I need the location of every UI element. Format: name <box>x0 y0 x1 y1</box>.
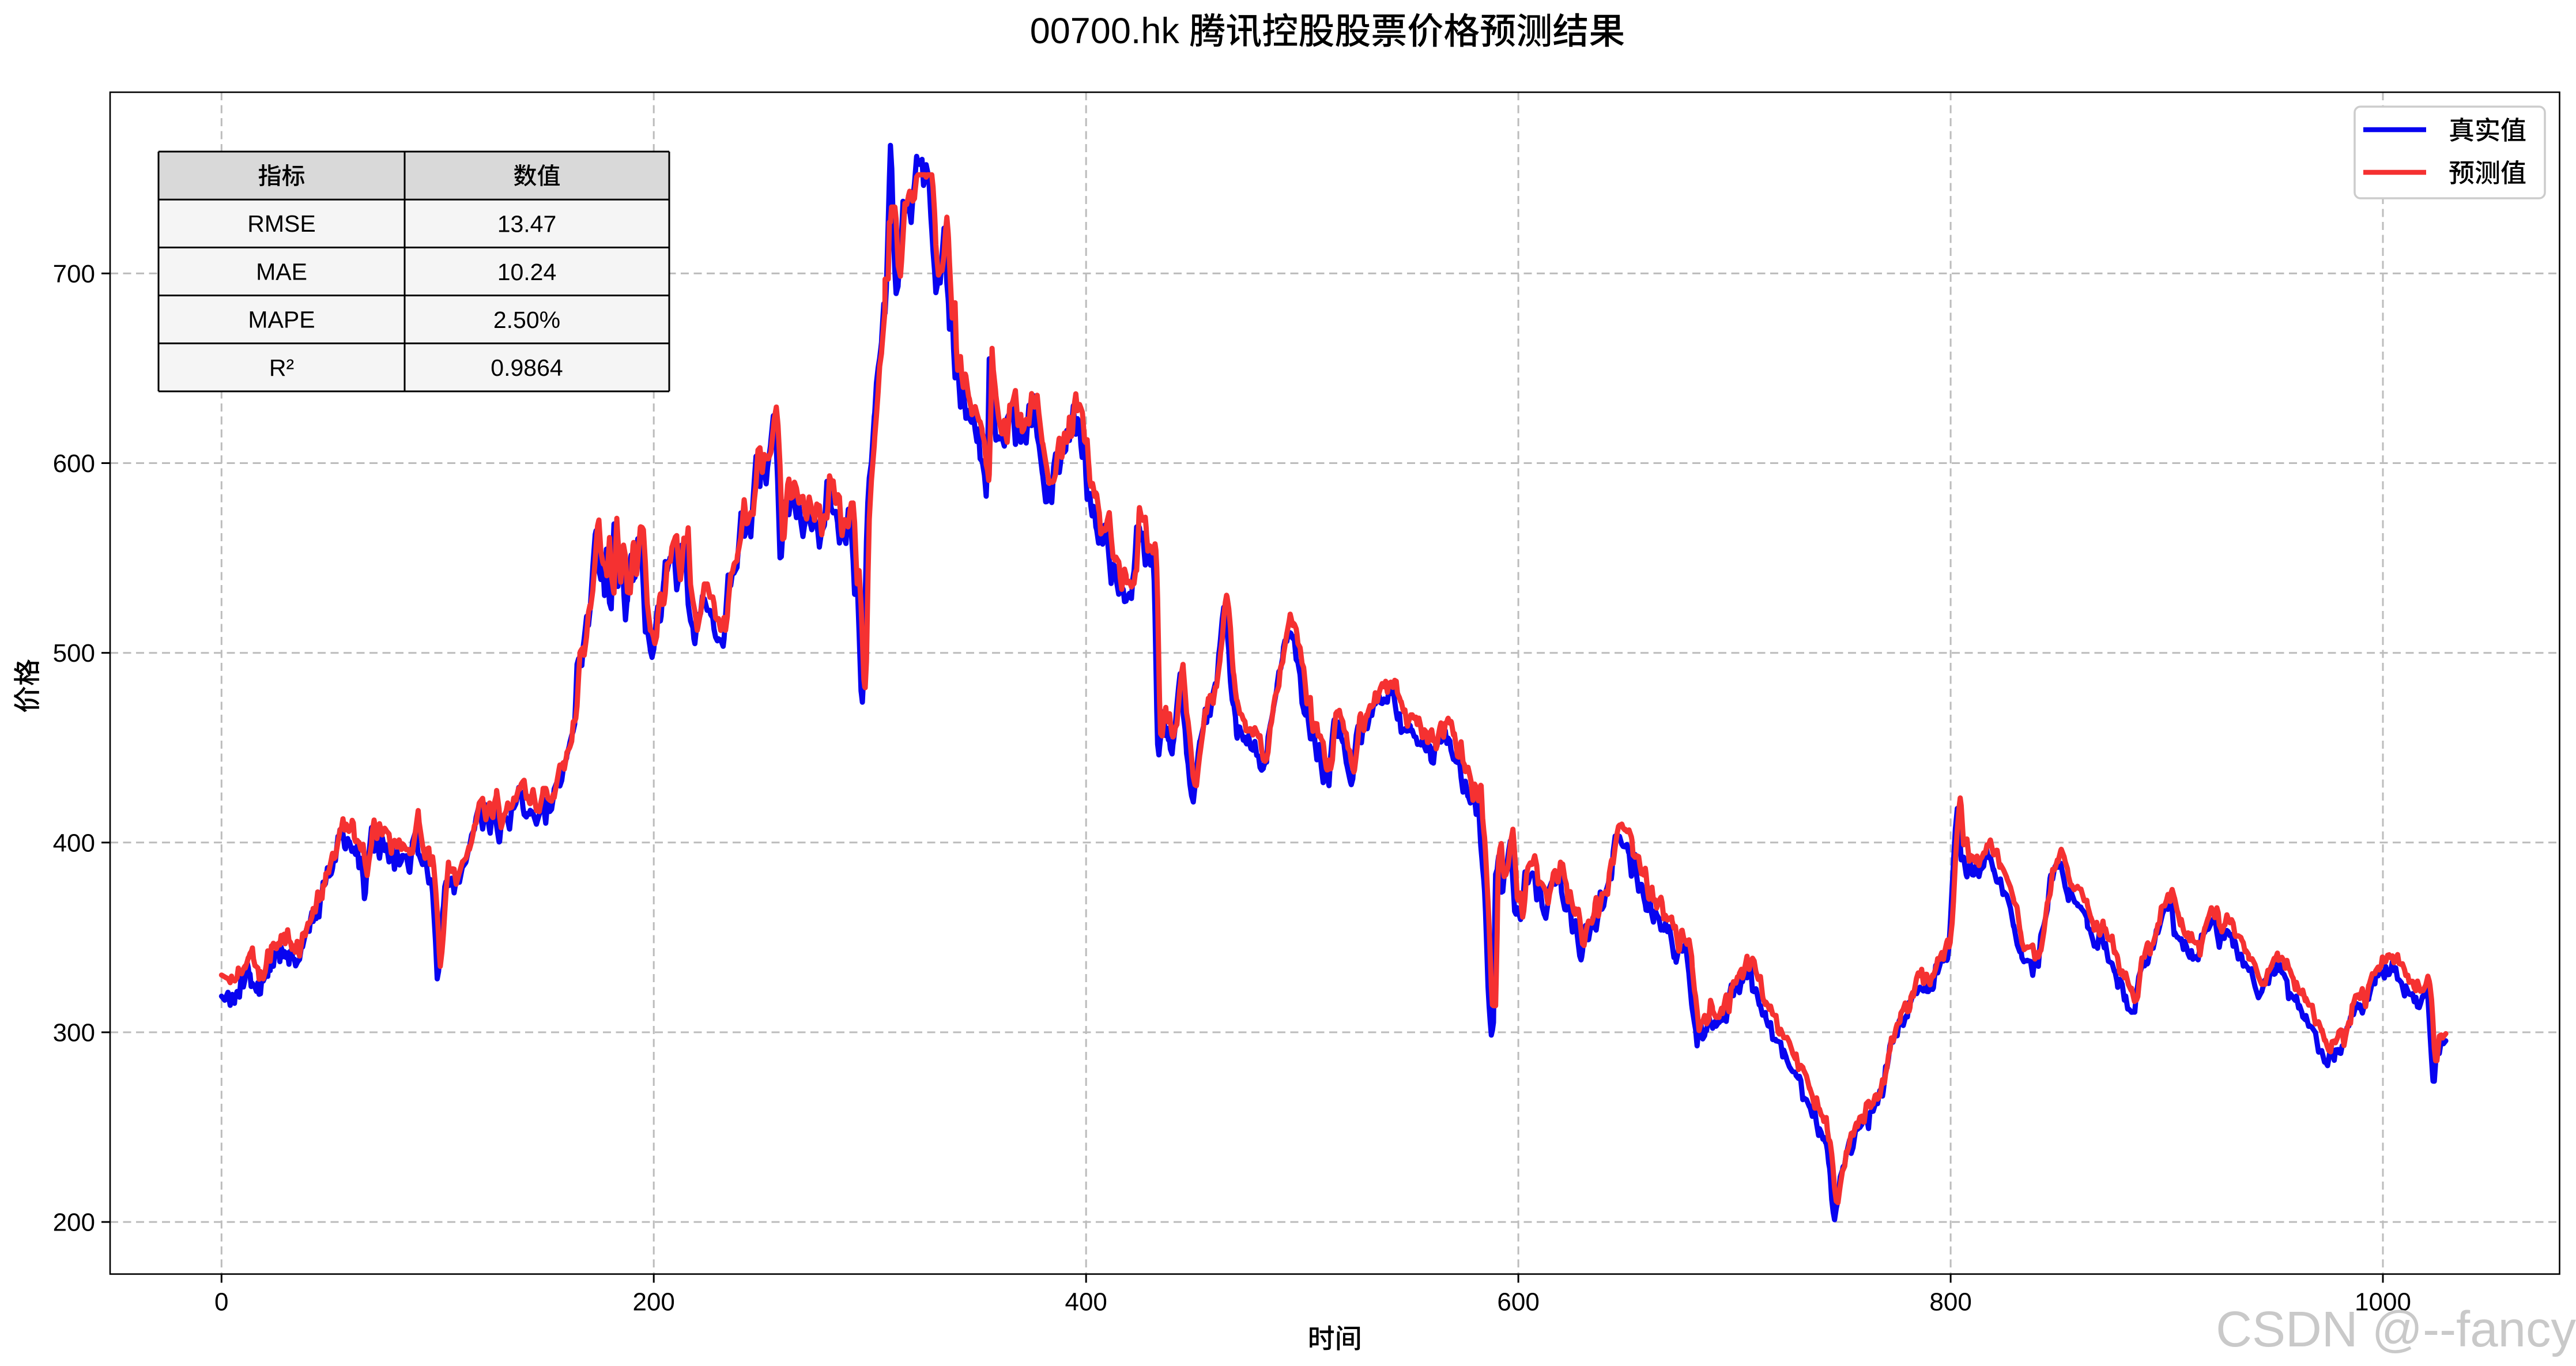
svg-text:1000: 1000 <box>2355 1288 2411 1316</box>
svg-text:600: 600 <box>53 450 95 478</box>
svg-text:300: 300 <box>53 1019 95 1047</box>
svg-text:800: 800 <box>1929 1288 1971 1316</box>
svg-text:MAPE: MAPE <box>248 307 315 333</box>
svg-text:600: 600 <box>1497 1288 1539 1316</box>
svg-text:200: 200 <box>53 1209 95 1237</box>
svg-text:CSDN @--fancy: CSDN @--fancy <box>2216 1301 2576 1357</box>
svg-text:13.47: 13.47 <box>497 211 557 237</box>
svg-text:R²: R² <box>269 354 294 381</box>
svg-text:200: 200 <box>632 1288 674 1316</box>
svg-text:400: 400 <box>1065 1288 1107 1316</box>
svg-text:00700.hk: 00700.hk <box>1030 11 1180 51</box>
svg-text:MAE: MAE <box>256 258 307 285</box>
svg-text:400: 400 <box>53 829 95 857</box>
svg-text:500: 500 <box>53 639 95 667</box>
svg-text:10.24: 10.24 <box>497 259 557 285</box>
svg-text:0.9864: 0.9864 <box>491 354 563 381</box>
svg-text:700: 700 <box>53 260 95 288</box>
svg-text:0: 0 <box>214 1288 228 1316</box>
svg-text:2.50%: 2.50% <box>493 307 560 333</box>
svg-text:RMSE: RMSE <box>247 210 315 237</box>
